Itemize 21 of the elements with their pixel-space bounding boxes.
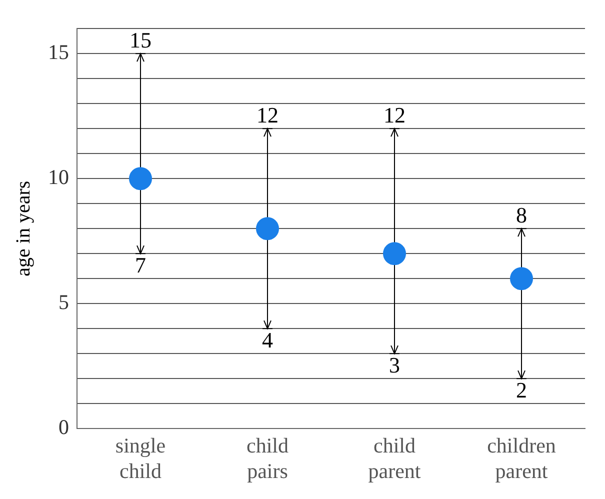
annotation: 15 [130, 27, 152, 52]
x-tick-label: single child [115, 434, 166, 483]
point [383, 242, 406, 266]
x-tick-label: child pairs [246, 434, 289, 483]
x-tick-label: children parent [487, 434, 556, 483]
point [510, 267, 533, 290]
annotation: 8 [516, 202, 527, 228]
annotation: 12 [256, 102, 278, 128]
y-tick-label: 5 [58, 290, 69, 314]
point [129, 167, 152, 190]
y-tick-label: 0 [58, 415, 69, 440]
annotation: 3 [389, 352, 400, 378]
annotation: 12 [384, 102, 406, 128]
y-axis-title: age in years [12, 180, 34, 276]
y-tick-label: 15 [48, 40, 69, 64]
x-tick-label: child parent [368, 434, 421, 483]
y-tick-label: 10 [48, 165, 69, 190]
annotation: 2 [516, 377, 527, 402]
point [256, 217, 279, 240]
annotation: 7 [135, 252, 146, 278]
annotation: 4 [262, 327, 273, 352]
